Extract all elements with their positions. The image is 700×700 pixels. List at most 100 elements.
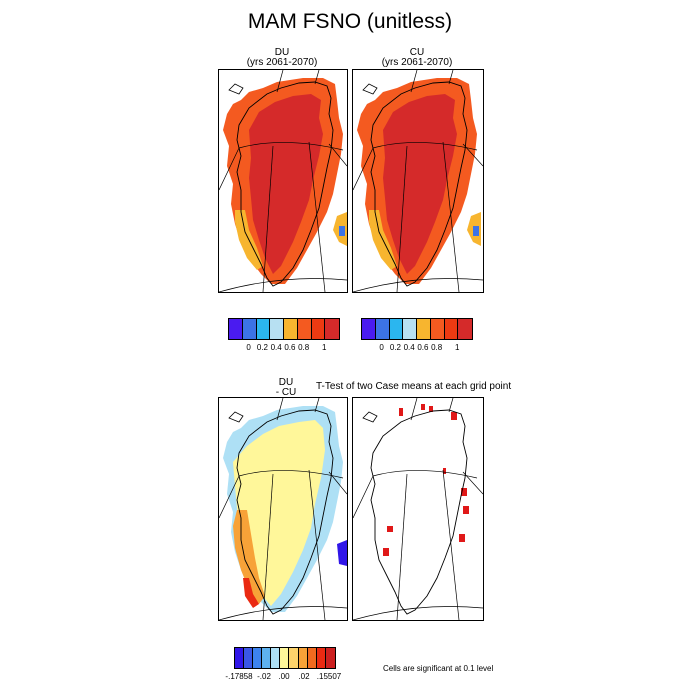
- diff-line2: - CU: [275, 387, 297, 398]
- longitude-line: [308, 469, 326, 620]
- colorbar-swatch: [229, 319, 243, 339]
- colorbar-tick-label: 0.4: [270, 343, 282, 352]
- coastline: [236, 81, 334, 287]
- colorbar-swatch: [262, 648, 272, 668]
- colorbar-swatch: [375, 319, 390, 339]
- longitude-line: [448, 398, 454, 413]
- du-panel-title: DU (yrs 2061-2070): [218, 48, 346, 68]
- significance-mark: [421, 404, 425, 410]
- coastline: [370, 81, 468, 287]
- snow-cover-blue: [339, 226, 345, 236]
- significance-mark: [443, 468, 446, 474]
- colorbar-swatch: [253, 648, 263, 668]
- longitude-line: [410, 398, 418, 421]
- colorbar-swatch: [289, 648, 299, 668]
- diff-map-panel: [218, 397, 348, 621]
- latitude-line: [219, 606, 347, 620]
- longitude-line: [396, 473, 408, 620]
- colorbar-swatch: [270, 319, 284, 339]
- significance-mark: [383, 548, 389, 556]
- colorbar-swatch: [271, 648, 281, 668]
- colorbar-tick-label: 0.8: [298, 343, 310, 352]
- colorbar-swatch: [430, 319, 445, 339]
- coastline-island: [228, 83, 244, 95]
- longitude-line: [442, 141, 460, 292]
- colorbar-tick-label: .15507: [316, 672, 342, 681]
- colorbar-swatch: [284, 319, 298, 339]
- colorbar-tick-label: 0: [379, 343, 384, 352]
- colorbar-tick-label: .02: [298, 672, 310, 681]
- significance-mark: [463, 506, 469, 514]
- du-period: (yrs 2061-2070): [246, 57, 318, 68]
- colorbar-swatch: [256, 319, 271, 339]
- du-map-panel: [218, 69, 348, 293]
- coastline-island: [362, 411, 378, 423]
- significance-mark: [461, 488, 467, 496]
- longitude-line: [314, 398, 320, 413]
- diff-colorbar-ticks: -.17858 -.02 .00 .02 .15507: [225, 672, 341, 682]
- diff-line1: DU: [278, 377, 294, 388]
- significance-note: Cells are significant at 0.1 level: [383, 664, 494, 673]
- colorbar-swatch: [325, 319, 339, 339]
- significance-mark: [387, 526, 393, 532]
- colorbar-swatch: [235, 648, 245, 668]
- diff-map: [219, 398, 347, 620]
- significance-mark: [459, 534, 465, 542]
- diff-blue-region: [337, 540, 347, 566]
- longitude-line: [410, 70, 418, 93]
- colorbar-tick-label: 0.2: [256, 343, 268, 352]
- cu-map: [353, 70, 483, 292]
- colorbar-swatch: [307, 648, 317, 668]
- ttest-map: [353, 398, 483, 620]
- colorbar-tick-label: 1: [455, 343, 460, 352]
- longitude-line: [353, 475, 374, 519]
- latitude-line: [372, 142, 478, 151]
- colorbar-tick-label: 0.4: [403, 343, 415, 352]
- colorbar-tick-label: -.02: [257, 672, 271, 681]
- longitude-line: [462, 143, 483, 167]
- coastline: [236, 409, 334, 615]
- latitude-line: [238, 142, 344, 151]
- latitude-line: [238, 470, 344, 479]
- colorbar-swatch: [417, 319, 431, 339]
- significance-mark: [429, 406, 433, 412]
- longitude-line: [314, 70, 320, 85]
- colorbar-swatch: [280, 648, 290, 668]
- cu-map-panel: [352, 69, 484, 293]
- longitude-line: [276, 70, 284, 93]
- cu-colorbar: [361, 318, 473, 340]
- du-case-name: DU: [274, 47, 290, 58]
- colorbar-swatch: [389, 319, 404, 339]
- longitude-line: [219, 147, 240, 191]
- colorbar-tick-label: .00: [278, 672, 290, 681]
- du-map: [219, 70, 347, 292]
- colorbar-swatch: [403, 319, 417, 339]
- significance-mark: [399, 408, 403, 416]
- colorbar-swatch: [242, 319, 257, 339]
- colorbar-tick-label: -.17858: [225, 672, 253, 681]
- colorbar-swatch: [316, 648, 326, 668]
- latitude-line: [353, 278, 483, 292]
- longitude-line: [448, 70, 454, 85]
- colorbar-swatch: [297, 319, 312, 339]
- longitude-line: [308, 141, 326, 292]
- longitude-line: [219, 475, 240, 519]
- longitude-line: [462, 471, 483, 495]
- colorbar-swatch: [311, 319, 326, 339]
- colorbar-swatch: [298, 648, 308, 668]
- longitude-line: [442, 469, 460, 620]
- snow-cover-blue: [473, 226, 479, 236]
- latitude-line: [372, 470, 478, 479]
- diff-panel-title: DU - CU: [268, 378, 304, 398]
- diff-red-region: [243, 578, 259, 608]
- diff-yellow-region: [233, 420, 325, 606]
- colorbar-tick-label: 0.2: [389, 343, 401, 352]
- longitude-line: [328, 471, 347, 495]
- longitude-line: [262, 145, 274, 292]
- ttest-map-panel: [352, 397, 484, 621]
- colorbar-tick-label: 1: [322, 343, 327, 352]
- colorbar-tick-label: 0: [246, 343, 251, 352]
- colorbar-swatch: [444, 319, 459, 339]
- longitude-line: [353, 147, 374, 191]
- colorbar-swatch: [325, 648, 335, 668]
